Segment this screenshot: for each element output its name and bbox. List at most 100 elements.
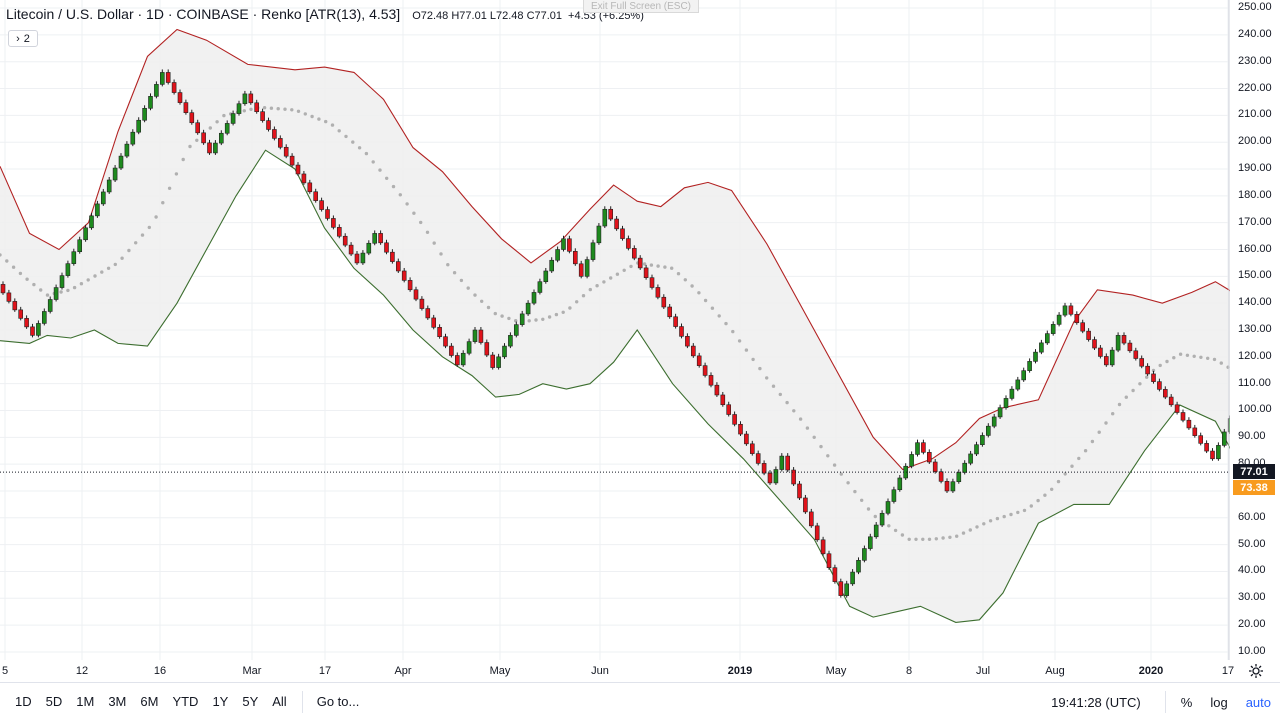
range-button-5y[interactable]: 5Y <box>242 694 259 709</box>
up-brick <box>555 249 560 261</box>
basis-dot <box>921 537 925 541</box>
up-brick <box>130 131 136 145</box>
down-brick <box>1098 347 1103 357</box>
basis-dot <box>975 525 979 529</box>
basis-dot <box>1036 498 1040 503</box>
basis-dot <box>405 202 409 206</box>
basis-dot <box>514 319 518 323</box>
up-brick <box>65 263 71 276</box>
price-axis-label: 200.00 <box>1238 135 1272 148</box>
down-brick <box>567 238 572 252</box>
price-axis-label: 10.00 <box>1238 644 1266 657</box>
down-brick <box>1204 443 1209 452</box>
basis-dot <box>100 270 104 274</box>
range-button-1m[interactable]: 1M <box>76 694 95 709</box>
down-brick <box>744 433 749 445</box>
chart-area[interactable] <box>0 0 1230 660</box>
price-axis-label: 210.00 <box>1238 108 1272 121</box>
bottom-toolbar: 1D 5D 1M 3M 6M YTD 1Y 5Y All Go to... 19:41:28 (… <box>0 682 1280 720</box>
renko-chart[interactable] <box>0 0 1230 660</box>
down-brick <box>696 355 702 366</box>
basis-dot <box>344 134 348 139</box>
down-brick <box>808 511 814 527</box>
percent-scale-toggle[interactable]: % <box>1180 694 1193 710</box>
collapse-indicators-button[interactable]: › 2 <box>8 30 38 47</box>
range-button-all[interactable]: All <box>272 694 287 709</box>
price-axis-label: 170.00 <box>1238 215 1272 228</box>
up-brick <box>856 560 861 573</box>
down-brick <box>631 248 637 259</box>
gear-icon[interactable] <box>1246 661 1266 681</box>
price-axis-label: 120.00 <box>1238 349 1272 362</box>
up-brick <box>549 259 555 272</box>
down-brick <box>165 72 171 83</box>
range-button-1y[interactable]: 1Y <box>212 694 229 709</box>
log-scale-toggle[interactable]: log <box>1210 694 1228 710</box>
down-brick <box>814 525 820 541</box>
down-brick <box>714 384 720 396</box>
basis-dot <box>547 315 552 319</box>
down-brick <box>454 355 460 366</box>
up-brick <box>219 132 224 144</box>
basis-dot <box>819 444 823 449</box>
down-brick <box>661 296 667 308</box>
time-axis-label: 8 <box>905 665 913 677</box>
basis-dot <box>195 138 199 142</box>
up-brick <box>1222 431 1227 446</box>
basis-dot <box>303 112 307 116</box>
time-axis-label: 2020 <box>1138 665 1164 677</box>
down-brick <box>921 442 926 453</box>
price-axis-label: 20.00 <box>1238 618 1266 631</box>
up-brick <box>242 93 248 105</box>
basis-dot <box>934 537 938 541</box>
up-brick <box>1009 388 1015 399</box>
down-brick <box>201 132 206 144</box>
clock-display[interactable]: 19:41:28 (UTC) <box>1051 694 1141 710</box>
basis-dot <box>534 318 538 322</box>
up-brick <box>903 465 909 479</box>
basis-dot <box>1165 359 1169 364</box>
basis-dot <box>826 454 830 458</box>
basis-dot <box>161 201 165 205</box>
basis-dot <box>568 306 572 310</box>
down-brick <box>171 82 177 93</box>
price-axis-label: 50.00 <box>1238 537 1266 550</box>
down-brick <box>1074 313 1080 324</box>
basis-dot <box>134 241 138 245</box>
price-axis-label: 180.00 <box>1238 188 1272 201</box>
range-button-6m[interactable]: 6M <box>140 694 159 709</box>
down-brick <box>679 326 684 337</box>
up-brick <box>1021 370 1027 381</box>
up-brick <box>997 407 1003 418</box>
up-brick <box>974 444 979 455</box>
basis-dot <box>283 107 287 111</box>
down-brick <box>354 253 360 264</box>
range-button-1d[interactable]: 1D <box>15 694 32 709</box>
basis-dot <box>188 144 192 149</box>
basis-dot <box>276 107 280 111</box>
basis-dot <box>581 294 586 298</box>
goto-button[interactable]: Go to... <box>316 694 360 709</box>
basis-dot <box>839 472 843 476</box>
price-axis-label: 30.00 <box>1238 591 1266 604</box>
auto-scale-toggle[interactable]: auto <box>1245 694 1271 710</box>
up-brick <box>590 242 596 260</box>
up-brick <box>584 259 590 277</box>
up-brick <box>136 119 141 133</box>
up-brick <box>77 239 82 253</box>
exit-fullscreen-button[interactable]: Exit Full Screen (ESC) <box>583 0 699 13</box>
range-button-ytd[interactable]: YTD <box>172 694 199 709</box>
up-brick <box>230 113 236 124</box>
price-axis-label: 100.00 <box>1238 403 1272 416</box>
down-brick <box>1168 396 1174 406</box>
basis-dot <box>18 271 23 276</box>
up-brick <box>59 275 65 288</box>
symbol-title[interactable]: Litecoin / U.S. Dollar · 1D · COINBASE ·… <box>6 6 401 22</box>
basis-dot <box>1172 356 1176 360</box>
down-brick <box>944 481 950 492</box>
range-button-3m[interactable]: 3M <box>108 694 127 709</box>
range-button-5d[interactable]: 5D <box>45 694 63 709</box>
basis-dot <box>1029 504 1034 508</box>
basis-dot <box>249 107 253 112</box>
price-axis-label: 60.00 <box>1238 510 1266 523</box>
